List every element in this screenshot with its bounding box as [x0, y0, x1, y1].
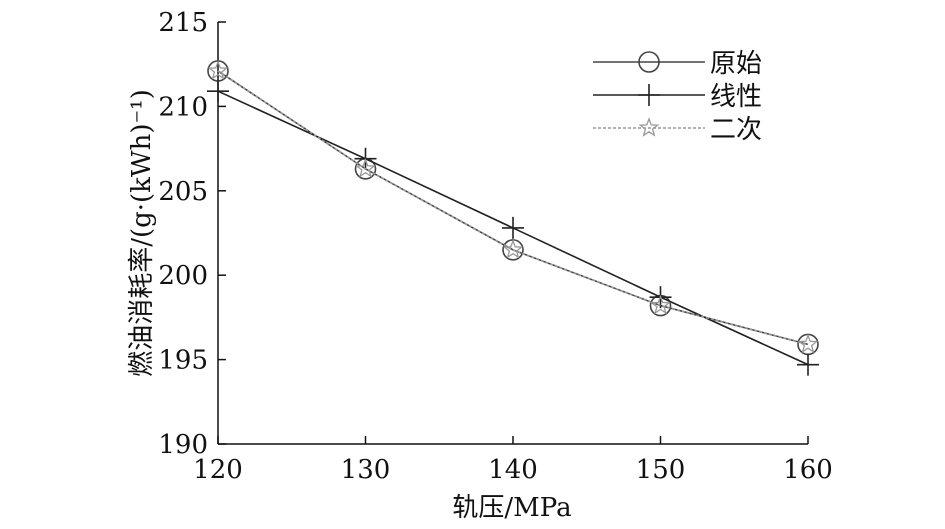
y-tick-label-210: 210 [158, 92, 208, 122]
point-2-3 [650, 294, 671, 315]
x-tick-label-160: 160 [783, 455, 833, 485]
x-tick-label-140: 140 [488, 455, 538, 485]
point-2-4 [797, 333, 819, 354]
x-axis-title: 轨压/MPa [452, 493, 571, 523]
point-1-4 [797, 353, 819, 376]
y-tick-label-195: 195 [158, 346, 208, 376]
point-2-1 [355, 158, 376, 178]
series-line-2 [217, 70, 809, 346]
point-2-2 [502, 239, 524, 259]
ticks: 190 195 200 205 210 215 120 130 140 150 160 [158, 8, 832, 485]
point-1-2 [502, 216, 524, 239]
legend-marker-2 [638, 117, 660, 137]
x-tick-label-120: 120 [193, 455, 243, 485]
legend-label-1: 线性 [710, 82, 762, 112]
legend-label-2: 二次 [710, 115, 762, 145]
y-tick-label-200: 200 [158, 261, 208, 291]
legend-label-0: 原始 [710, 49, 762, 79]
y-tick-label-205: 205 [158, 177, 208, 207]
point-1-0 [207, 80, 229, 103]
y-axis-title: 燃油消耗率/(g·(kWh)⁻¹) [127, 89, 157, 377]
legend-marker-0 [638, 51, 660, 73]
x-tick-label-130: 130 [341, 455, 391, 485]
series-layer [207, 60, 819, 376]
y-tick-label-215: 215 [158, 8, 208, 38]
x-tick-label-150: 150 [636, 455, 686, 485]
series-1 [207, 80, 819, 376]
series-2 [207, 60, 819, 354]
legend-marker-1 [638, 84, 660, 106]
y-tick-label-190: 190 [158, 430, 208, 460]
point-2-0 [207, 60, 229, 80]
